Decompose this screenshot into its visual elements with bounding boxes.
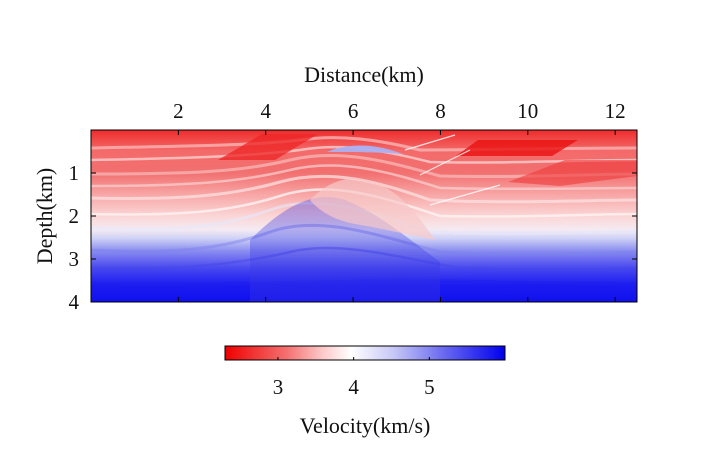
colorbar-tick-label: 5 <box>424 375 435 399</box>
anticline-blue-flank <box>250 196 440 302</box>
y-axis: 1 2 3 4 <box>69 161 637 314</box>
y-tick-label: 4 <box>69 290 80 314</box>
salt-lens <box>327 145 403 154</box>
colorbar-ticks: 3 4 5 <box>273 357 435 399</box>
x-axis-label: Distance(km) <box>304 62 424 87</box>
layer-band <box>91 278 637 287</box>
anticline-structure <box>250 145 440 302</box>
y-tick-label: 3 <box>69 247 80 271</box>
colorbar-gradient <box>224 345 506 361</box>
velocity-heatmap <box>91 130 637 302</box>
layer-band <box>91 246 637 271</box>
x-tick-label: 10 <box>517 99 538 123</box>
layer-band <box>91 164 637 191</box>
x-tick-label: 2 <box>173 99 184 123</box>
x-tick-label: 12 <box>605 99 626 123</box>
y-tick-label: 1 <box>69 161 80 185</box>
y-axis-label: Depth(km) <box>32 168 57 265</box>
colorbar-tick-label: 3 <box>273 375 284 399</box>
x-tick-label: 6 <box>348 99 359 123</box>
x-axis: 2 4 6 8 10 12 <box>173 99 626 302</box>
x-tick-label: 4 <box>260 99 271 123</box>
red-wedge <box>218 134 318 160</box>
red-wedge <box>508 160 637 186</box>
fault-line <box>429 184 501 206</box>
colorbar-label: Velocity(km/s) <box>300 413 431 438</box>
y-tick-label: 2 <box>69 204 80 228</box>
x-tick-label: 8 <box>435 99 446 123</box>
fault-line <box>419 149 471 176</box>
red-wedge <box>456 140 578 156</box>
faults <box>404 134 501 206</box>
colorbar: 3 4 5 Velocity(km/s) <box>224 345 506 438</box>
fault-line <box>404 134 456 151</box>
colorbar-tick-label: 4 <box>348 375 359 399</box>
shallow-wedges <box>218 134 637 186</box>
layer-band <box>91 223 637 256</box>
anticline-light-core <box>310 178 435 240</box>
